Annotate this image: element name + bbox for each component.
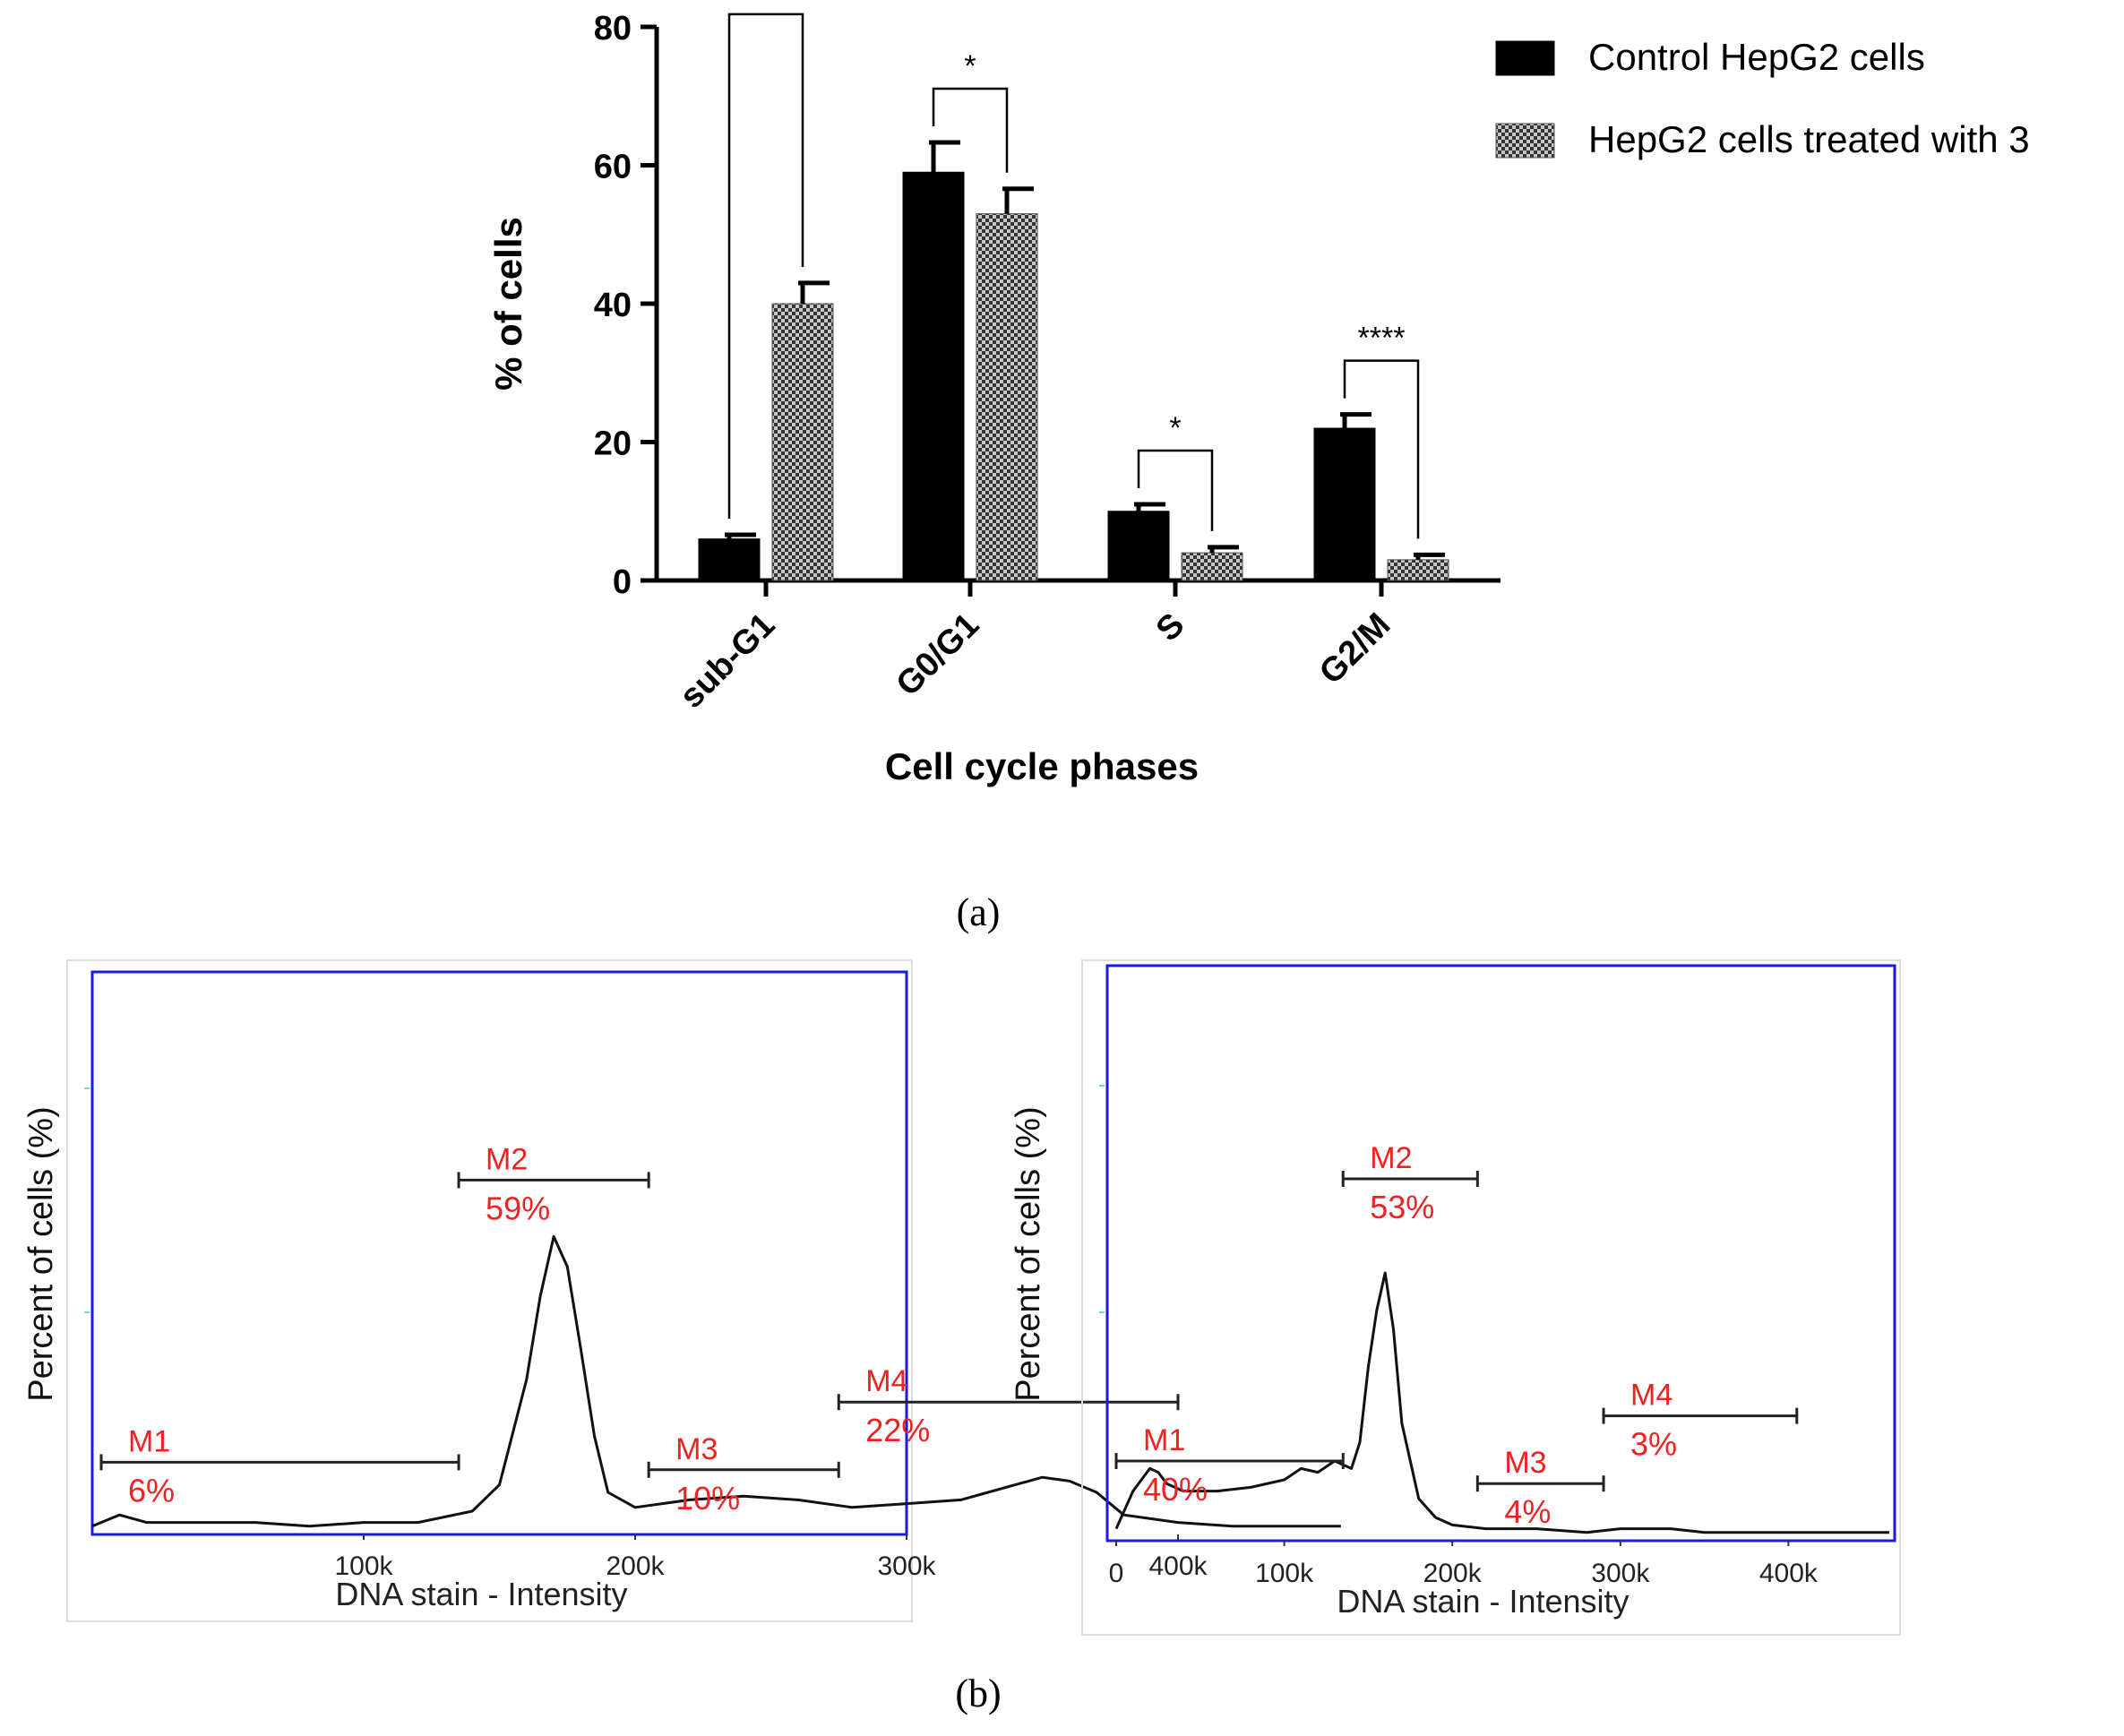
panel-a-label: (a)	[957, 890, 1001, 934]
bar	[771, 303, 834, 581]
marker-percent: 6%	[128, 1472, 175, 1508]
marker-percent: 40%	[1143, 1471, 1208, 1508]
marker-name: M2	[486, 1142, 528, 1176]
plot-frame	[1105, 964, 1896, 1543]
x-tick-label: 100k	[334, 1551, 393, 1581]
category-label: G0/G1	[890, 606, 987, 704]
category-label: G2/M	[1312, 606, 1397, 692]
x-tick-label: 200k	[1423, 1559, 1483, 1588]
marker-name: M3	[1504, 1446, 1546, 1480]
marker-name: M4	[1630, 1379, 1673, 1413]
bar	[698, 538, 761, 581]
marker-percent: 3%	[1630, 1426, 1677, 1463]
x-axis-label: Cell cycle phases	[885, 745, 1199, 787]
y-axis-label: % of cells	[487, 217, 529, 391]
histogram-line	[1114, 1271, 1889, 1534]
category-label: S	[1149, 606, 1192, 649]
significance-bracket	[1137, 449, 1214, 531]
marker-name: M1	[128, 1424, 170, 1458]
x-tick-label: 0	[1109, 1559, 1124, 1588]
histogram-panel-border	[66, 959, 913, 1622]
y-axis-label: Percent of cells (%)	[22, 1106, 60, 1401]
y-tick-label: 60	[594, 149, 632, 186]
y-tick-label: 20	[594, 425, 632, 463]
marker-percent: 22%	[865, 1412, 930, 1448]
bar-chart: 0 20 40 60 80 % of cells Cell cycle phases sub-…	[487, 0, 2030, 787]
bar	[1107, 511, 1170, 581]
legend-swatch	[1495, 40, 1555, 76]
x-tick-label: 100k	[1255, 1559, 1314, 1588]
bar	[1313, 427, 1376, 581]
histogram-treated: Percent of cells (%) 0 100k 200k 300k 400k DNA…	[1010, 959, 1901, 1636]
significance-stars: ****	[743, 0, 790, 9]
histogram-line	[91, 1234, 1341, 1528]
bar	[1181, 552, 1243, 581]
marker-name: M2	[1370, 1141, 1412, 1175]
marker-name: M1	[1143, 1423, 1185, 1457]
significance-bracket	[727, 13, 804, 520]
significance-stars: *	[964, 49, 976, 83]
plot-frame	[90, 970, 908, 1536]
marker-name: M3	[675, 1432, 718, 1466]
histogram-panel-border	[1081, 959, 1901, 1636]
x-tick-label: 400k	[1148, 1551, 1208, 1581]
y-tick-label: 80	[594, 10, 632, 47]
histogram-control: Percent of cells (%) 100k 200k 300k 400k DNA …	[22, 959, 1341, 1622]
y-tick-label: 0	[613, 563, 632, 601]
significance-stars: ****	[1358, 322, 1406, 356]
x-axis-label: DNA stain - Intensity	[335, 1576, 627, 1612]
marker-percent: 59%	[486, 1190, 550, 1226]
marker-percent: 10%	[675, 1480, 740, 1517]
x-tick-label: 300k	[1591, 1559, 1650, 1588]
marker-percent: 4%	[1504, 1493, 1551, 1530]
y-tick-label: 40	[594, 287, 632, 324]
significance-bracket	[1343, 359, 1420, 539]
bar	[976, 213, 1038, 581]
bar	[1387, 559, 1449, 581]
legend-label: Control HepG2 cells	[1588, 36, 1925, 78]
marker-percent: 53%	[1370, 1189, 1434, 1225]
legend-swatch	[1495, 123, 1555, 159]
legend-label: HepG2 cells treated with 3	[1588, 118, 2030, 160]
bar	[902, 171, 965, 581]
x-tick-label: 400k	[1759, 1559, 1819, 1588]
significance-stars: *	[1169, 411, 1181, 445]
x-tick-label: 200k	[606, 1551, 665, 1581]
significance-bracket	[932, 87, 1009, 173]
category-label: sub-G1	[673, 606, 782, 716]
panel-b-label: (b)	[955, 1672, 1001, 1715]
x-axis-label: DNA stain - Intensity	[1337, 1583, 1629, 1620]
x-tick-label: 300k	[877, 1551, 936, 1581]
marker-name: M4	[865, 1364, 907, 1398]
y-axis-label: Percent of cells (%)	[1010, 1106, 1047, 1401]
